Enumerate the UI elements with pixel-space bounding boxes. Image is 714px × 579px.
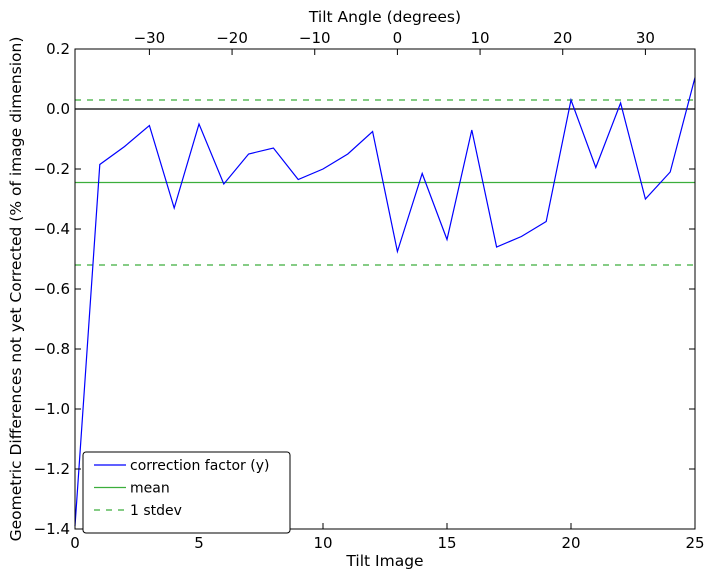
top-tick-label: 30 — [636, 29, 655, 47]
top-tick-label: 0 — [393, 29, 403, 47]
y-tick-label: 0.2 — [46, 40, 70, 58]
y-tick-label: 0.0 — [46, 100, 70, 118]
top-tick-label: −10 — [299, 29, 331, 47]
top-axis-title: Tilt Angle (degrees) — [308, 8, 461, 26]
x-tick-label: 0 — [70, 534, 80, 552]
y-tick-label: −1.0 — [34, 400, 70, 418]
x-tick-label: 20 — [561, 534, 580, 552]
series-line-0 — [74, 77, 696, 527]
legend-label: correction factor (y) — [130, 458, 269, 474]
tick-layer: 0 5 10 15 20 25 −1.4 −1.2 −1.0 −0.8 −0.6 −0.4 −0.2 0.… — [34, 29, 705, 552]
legend-box — [82, 451, 291, 534]
y-tick-label: −1.2 — [34, 460, 70, 478]
y-tick-label: −0.4 — [34, 220, 70, 238]
y-tick-label: −0.6 — [34, 280, 70, 298]
legend-label: mean — [130, 481, 170, 497]
top-tick-label: 20 — [553, 29, 572, 47]
x-tick-label: 15 — [437, 534, 456, 552]
top-tick-label: −30 — [134, 29, 166, 47]
x-tick-label: 25 — [685, 534, 704, 552]
y-tick-label: −1.4 — [34, 520, 70, 538]
x-tick-label: 10 — [313, 534, 332, 552]
legend-label: 1 stdev — [130, 503, 182, 519]
y-tick-label: −0.2 — [34, 160, 70, 178]
legend: correction factor (y) mean 1 stdev — [82, 451, 291, 534]
x-tick-label: 5 — [194, 534, 204, 552]
y-tick-label: −0.8 — [34, 340, 70, 358]
x-axis-title: Tilt Image — [345, 552, 423, 570]
top-tick-label: 10 — [471, 29, 490, 47]
y-axis-title: Geometric Differences not yet Corrected … — [7, 37, 25, 542]
top-tick-label: −20 — [216, 29, 248, 47]
series-layer — [74, 77, 696, 527]
